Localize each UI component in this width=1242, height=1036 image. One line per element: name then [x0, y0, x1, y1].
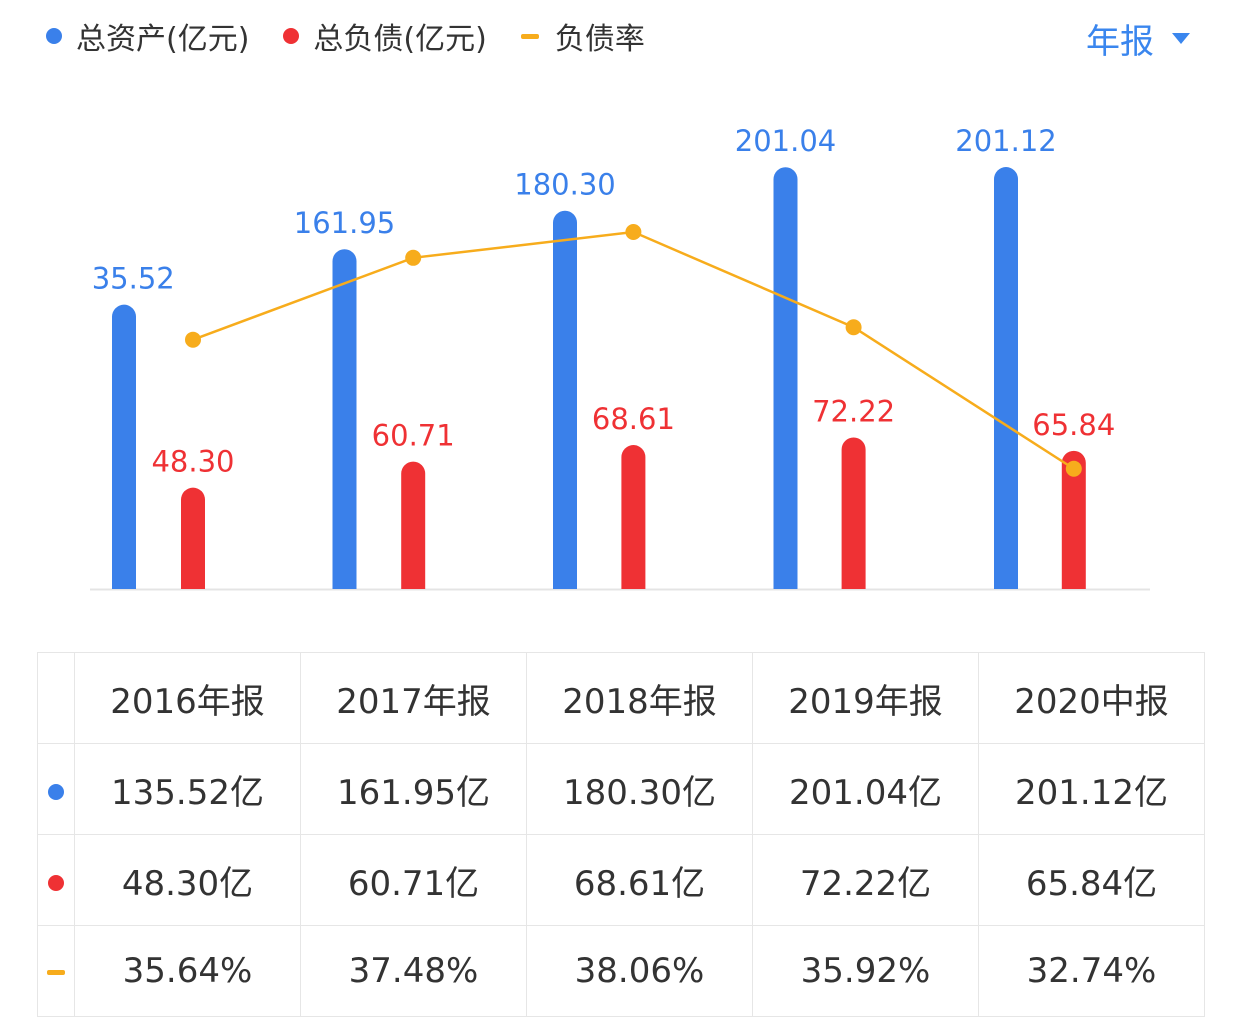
asset-data-label: 135.52 [73, 262, 174, 296]
legend-liabilities[interactable]: 总负债(亿元) [283, 14, 487, 58]
table-cell: 37.48% [300, 925, 527, 1017]
ratio-point [185, 331, 201, 348]
legend-liabilities-label: 总负债(亿元) [313, 22, 487, 57]
liability-bar [841, 437, 866, 589]
table-cell: 161.95亿 [300, 743, 527, 835]
legend-assets[interactable]: 总资产(亿元) [46, 14, 249, 58]
table-cell: 38.06% [526, 925, 753, 1017]
legend-ratio-label: 负债率 [554, 22, 645, 57]
liability-data-label: 68.61 [592, 402, 675, 436]
table-row-ratio: 35.64% 37.48% 38.06% 35.92% 32.74% [37, 925, 1205, 1017]
data-table: 2016年报 2017年报 2018年报 2019年报 2020中报 135.5… [37, 652, 1205, 1017]
asset-bar [553, 210, 577, 589]
asset-data-label: 161.95 [294, 206, 395, 240]
liability-data-label: 65.84 [1032, 408, 1115, 442]
table-row-assets: 135.52亿 161.95亿 180.30亿 201.04亿 201.12亿 [37, 743, 1205, 835]
table-header: 2019年报 [752, 652, 979, 744]
chart-svg: 135.52 161.95 180.30 201.04 201.12 48.30 60.71… [73, 124, 1150, 591]
table-cell: 135.52亿 [74, 743, 301, 835]
liability-data-label: 48.30 [151, 445, 234, 479]
liability-data-label: 72.22 [812, 394, 895, 428]
asset-data-label: 201.04 [735, 124, 836, 158]
row-key [37, 743, 75, 835]
asset-data-label: 180.30 [514, 168, 615, 202]
table-header-row: 2016年报 2017年报 2018年报 2019年报 2020中报 [37, 652, 1205, 744]
line-dash-icon [47, 970, 65, 975]
table-cell: 48.30亿 [74, 834, 301, 926]
legend-ratio[interactable]: 负债率 [520, 14, 645, 58]
table-header: 2017年报 [300, 652, 527, 744]
row-key [37, 925, 75, 1017]
liability-bar [621, 445, 646, 589]
caret-down-icon [1172, 33, 1190, 44]
line-dash-icon [520, 33, 539, 39]
liability-bar [1061, 450, 1086, 589]
blue-dot-icon [46, 28, 62, 44]
table-cell: 60.71亿 [300, 834, 527, 926]
row-key [37, 834, 75, 926]
table-cell: 65.84亿 [978, 834, 1205, 926]
table-cell: 180.30亿 [526, 743, 753, 835]
table-cell: 68.61亿 [526, 834, 753, 926]
asset-data-label: 201.12 [955, 124, 1056, 158]
liability-bar [181, 487, 205, 589]
asset-bar [332, 249, 357, 589]
table-header: 2020中报 [978, 652, 1205, 744]
liability-data-label: 60.71 [372, 419, 455, 453]
table-cell: 201.12亿 [978, 743, 1205, 835]
liability-bar [401, 461, 426, 589]
ratio-point [845, 319, 862, 336]
period-selector[interactable]: 年报 [1086, 14, 1190, 63]
table-header: 2016年报 [74, 652, 301, 744]
table-cell: 72.22亿 [752, 834, 979, 926]
red-dot-icon [48, 875, 64, 891]
ratio-point [625, 224, 642, 240]
table-row-liabilities: 48.30亿 60.71亿 68.61亿 72.22亿 65.84亿 [37, 834, 1205, 926]
blue-dot-icon [48, 784, 64, 800]
period-label: 年报 [1086, 22, 1154, 62]
legend: 总资产(亿元) 总负债(亿元) 负债率 [46, 14, 679, 58]
ratio-point [1065, 460, 1082, 477]
asset-bar [994, 167, 1018, 589]
table-cell: 201.04亿 [752, 743, 979, 835]
table-corner [37, 652, 75, 744]
table-header: 2018年报 [526, 652, 753, 744]
asset-bar [112, 304, 136, 589]
ratio-point [405, 249, 422, 266]
asset-bar [773, 167, 798, 589]
table-cell: 35.64% [74, 925, 301, 1017]
table-cell: 32.74% [978, 925, 1205, 1017]
legend-assets-label: 总资产(亿元) [76, 22, 250, 57]
table-cell: 35.92% [752, 925, 979, 1017]
red-dot-icon [283, 28, 300, 44]
